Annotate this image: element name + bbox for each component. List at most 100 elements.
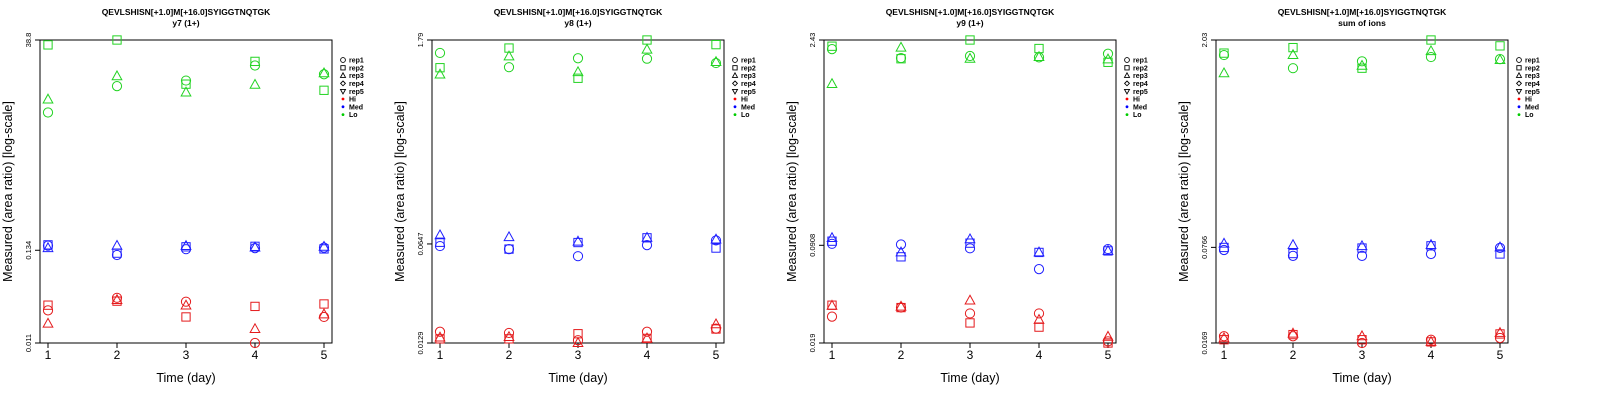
x-axis-label: Time (day) [156, 371, 215, 385]
data-point-hi-triangle [895, 300, 907, 311]
legend-dot-hi [1125, 97, 1129, 101]
data-point-hi-circle [249, 337, 261, 349]
data-point-hi-triangle [1356, 329, 1368, 341]
data-point-hi-triangle [1287, 327, 1299, 338]
legend-label: rep5 [1525, 89, 1540, 96]
data-point-med-triangle [1425, 238, 1437, 249]
legend-label: Lo [349, 112, 358, 119]
data-point-hi-triangle [503, 330, 515, 342]
data-point-hi-triangle [1494, 326, 1506, 337]
x-tick-label: 1 [1221, 348, 1228, 362]
data-point-lo-triangle [434, 68, 446, 79]
data-point-lo-square [250, 56, 260, 67]
data-point-hi-triangle [826, 299, 838, 310]
data-point-hi-triangle [180, 299, 192, 310]
data-point-lo-circle [826, 44, 838, 55]
data-point-med-triangle [1356, 239, 1368, 251]
data-point-hi-triangle [964, 294, 976, 305]
y-tick-label: 0.134 [24, 241, 33, 260]
data-point-hi-triangle [111, 293, 123, 305]
data-point-hi-triangle [1033, 313, 1045, 324]
legend-marker-rep4 [731, 80, 739, 87]
data-point-hi-circle [318, 311, 330, 323]
data-point-med-triangle [710, 233, 722, 244]
data-point-hi-circle [641, 326, 653, 337]
data-point-hi-circle [964, 308, 976, 319]
data-point-med-square [181, 242, 191, 252]
data-point-lo-square [827, 41, 837, 51]
data-point-lo-triangle [180, 86, 192, 97]
x-tick-label: 3 [183, 348, 190, 362]
data-point-lo-square [1219, 48, 1229, 58]
x-axis-label: Time (day) [1332, 371, 1391, 385]
legend-label: rep5 [1133, 89, 1148, 96]
data-point-lo-triangle [1425, 44, 1437, 56]
legend-label: rep2 [741, 65, 756, 72]
data-points [42, 35, 330, 349]
data-point-hi-triangle [1425, 335, 1437, 346]
data-point-med-square [711, 243, 721, 253]
data-point-lo-triangle [1102, 53, 1114, 64]
data-point-hi-circle [434, 326, 446, 337]
legend-dot-hi [1517, 97, 1521, 101]
data-point-lo-square [319, 85, 329, 95]
data-point-lo-square [896, 54, 906, 64]
data-point-lo-triangle [503, 50, 515, 61]
legend-label: Hi [741, 97, 748, 104]
legend-marker-rep5 [731, 88, 739, 95]
data-point-hi-circle [42, 305, 54, 316]
y-tick-label: 2.03 [1200, 33, 1209, 48]
data-point-med-circle [1287, 250, 1299, 261]
data-point-lo-circle [1425, 51, 1437, 63]
legend-marker-rep3 [1515, 71, 1523, 78]
data-point-med-triangle [1218, 237, 1230, 248]
data-point-med-circle [503, 243, 515, 255]
x-tick-label: 4 [1428, 348, 1435, 362]
data-point-lo-triangle [249, 78, 261, 89]
data-point-lo-square [1426, 35, 1436, 45]
chart-title: QEVLSHISN[+1.0]M[+16.0]SYIGGTNQTGK [886, 7, 1055, 17]
data-points [1218, 35, 1506, 349]
data-point-lo-square [43, 40, 53, 50]
data-point-med-circle [641, 239, 653, 251]
data-point-med-triangle [1287, 238, 1299, 249]
legend-label: rep5 [349, 89, 364, 96]
data-point-med-square [1034, 247, 1044, 258]
plot-frame [431, 39, 725, 344]
data-point-lo-circle [1218, 49, 1230, 61]
data-point-hi-circle [572, 335, 584, 346]
data-point-lo-circle [111, 80, 123, 92]
data-point-hi-square [1103, 338, 1113, 348]
x-tick-label: 5 [1497, 348, 1504, 362]
legend-dot-med [733, 105, 737, 109]
data-point-med-circle [572, 251, 584, 262]
legend-label: rep4 [1133, 81, 1148, 88]
data-point-hi-triangle [1102, 330, 1114, 341]
data-point-lo-circle [1356, 56, 1368, 67]
x-tick-label: 4 [252, 348, 259, 362]
legend-label: Med [349, 104, 363, 111]
data-point-lo-square [112, 35, 122, 45]
legend-label: rep3 [1133, 73, 1148, 80]
data-point-med-triangle [503, 230, 515, 242]
legend-dot-med [1517, 105, 1521, 109]
data-point-hi-triangle [710, 317, 722, 329]
data-point-lo-triangle [964, 52, 976, 63]
legend-marker-rep4 [1515, 80, 1523, 87]
legend-marker-rep1 [732, 57, 738, 63]
data-point-med-triangle [249, 241, 261, 252]
y-tick-label: 0.0766 [1200, 236, 1209, 259]
legend-marker-rep3 [731, 71, 739, 78]
data-points [826, 35, 1114, 348]
legend-label: Med [1525, 104, 1539, 111]
legend-label: Hi [349, 97, 356, 104]
data-point-med-square [642, 233, 652, 243]
data-point-med-circle [1033, 264, 1045, 275]
y-tick-label: 0.0908 [808, 234, 817, 257]
legend-marker-rep2 [732, 65, 738, 71]
data-point-hi-square [642, 333, 652, 344]
